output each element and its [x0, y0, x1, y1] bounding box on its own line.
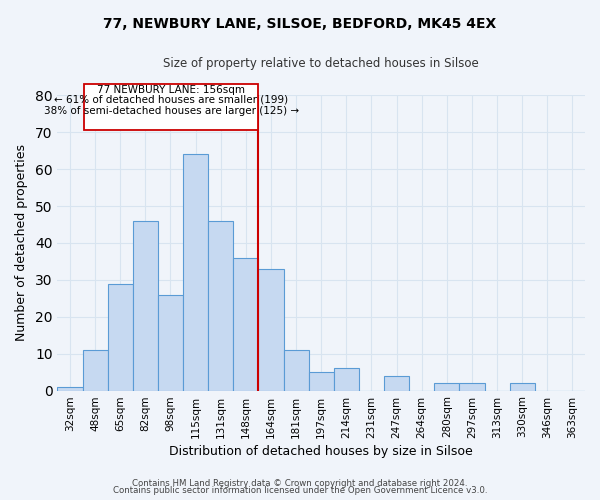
Text: 38% of semi-detached houses are larger (125) →: 38% of semi-detached houses are larger (…: [44, 106, 299, 116]
Bar: [284, 350, 308, 391]
Text: 77, NEWBURY LANE, SILSOE, BEDFORD, MK45 4EX: 77, NEWBURY LANE, SILSOE, BEDFORD, MK45 …: [103, 18, 497, 32]
Bar: [259, 269, 284, 390]
Y-axis label: Number of detached properties: Number of detached properties: [15, 144, 28, 342]
Text: Contains public sector information licensed under the Open Government Licence v3: Contains public sector information licen…: [113, 486, 487, 495]
Bar: [384, 376, 409, 390]
Bar: [107, 284, 133, 391]
Title: Size of property relative to detached houses in Silsoe: Size of property relative to detached ho…: [163, 58, 479, 70]
Bar: [334, 368, 359, 390]
Bar: [208, 221, 233, 390]
FancyBboxPatch shape: [84, 84, 259, 130]
Bar: [233, 258, 259, 390]
Bar: [158, 294, 183, 390]
Bar: [308, 372, 334, 390]
Bar: [83, 350, 107, 391]
Text: ← 61% of detached houses are smaller (199): ← 61% of detached houses are smaller (19…: [54, 94, 288, 104]
Bar: [434, 383, 460, 390]
Bar: [58, 387, 83, 390]
Bar: [133, 221, 158, 390]
Text: Contains HM Land Registry data © Crown copyright and database right 2024.: Contains HM Land Registry data © Crown c…: [132, 478, 468, 488]
Bar: [460, 383, 485, 390]
Text: 77 NEWBURY LANE: 156sqm: 77 NEWBURY LANE: 156sqm: [97, 86, 245, 96]
Bar: [183, 154, 208, 390]
Bar: [509, 383, 535, 390]
X-axis label: Distribution of detached houses by size in Silsoe: Distribution of detached houses by size …: [169, 444, 473, 458]
